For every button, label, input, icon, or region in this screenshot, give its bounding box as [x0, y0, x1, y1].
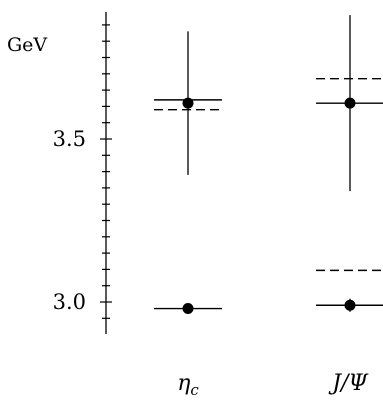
data-marks — [154, 15, 383, 315]
data-point — [182, 303, 194, 315]
data-point — [344, 299, 356, 311]
y-tick-label: 3.0 — [53, 290, 86, 314]
data-point — [344, 97, 356, 109]
category-label: ηc — [177, 371, 199, 399]
y-axis-label: GeV — [7, 34, 47, 56]
y-axis-ticks: 3.0 3.5 — [53, 24, 112, 319]
category-label: J/Ψ — [328, 371, 368, 396]
data-point — [182, 97, 194, 109]
category-labels: ηc J/Ψ — [177, 371, 368, 399]
y-tick-label: 3.5 — [53, 127, 86, 151]
